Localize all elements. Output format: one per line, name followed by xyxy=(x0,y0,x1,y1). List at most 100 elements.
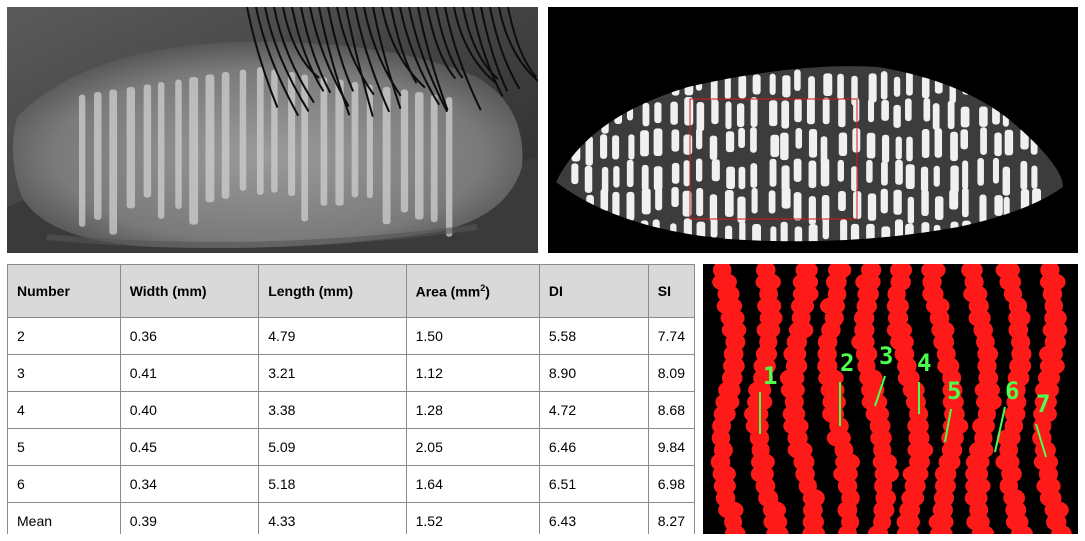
processed-gland xyxy=(769,100,778,127)
roi-box xyxy=(689,98,858,220)
processed-gland xyxy=(837,73,844,100)
header-di: DI xyxy=(538,264,649,318)
processed-gland xyxy=(682,190,692,217)
processed-gland xyxy=(738,74,747,99)
cell-width: 0.36 xyxy=(119,317,260,355)
cell-length: 4.79 xyxy=(258,317,407,355)
processed-gland xyxy=(780,221,788,242)
processed-gland xyxy=(880,188,888,214)
eyelash xyxy=(498,7,538,83)
cell-si: 8.68 xyxy=(647,391,695,429)
photo-gland xyxy=(288,72,296,197)
processed-gland xyxy=(921,189,929,217)
cell-si: 7.74 xyxy=(647,317,695,355)
processed-gland xyxy=(866,132,876,159)
header-length: Length (mm) xyxy=(258,264,407,318)
processed-gland xyxy=(725,101,732,130)
photo-gland xyxy=(414,92,424,220)
cell-si: 8.27 xyxy=(647,502,695,534)
processed-gland xyxy=(709,194,718,222)
eyelash xyxy=(507,7,538,78)
gland-measure-line xyxy=(994,406,1006,453)
gland-segment xyxy=(802,525,826,534)
processed-gland xyxy=(840,219,848,242)
processed-gland xyxy=(626,191,635,221)
processed-image-graphic xyxy=(548,7,1078,253)
cell-area: 1.12 xyxy=(405,354,540,392)
photo-gland xyxy=(175,79,182,209)
processed-gland xyxy=(613,165,620,188)
processed-gland xyxy=(739,220,746,242)
processed-gland xyxy=(794,226,803,242)
processed-gland xyxy=(584,165,593,193)
eyelash xyxy=(345,7,374,117)
processed-gland xyxy=(934,196,944,221)
cell-di: 4.72 xyxy=(538,391,649,429)
eyelash xyxy=(480,7,509,92)
processed-gland xyxy=(655,187,663,211)
processed-gland xyxy=(994,195,1003,216)
eyelash xyxy=(264,7,310,112)
processed-gland xyxy=(696,127,703,150)
processed-gland xyxy=(696,101,705,132)
processed-meibography-image xyxy=(548,7,1078,253)
processed-gland xyxy=(695,158,703,182)
cell-number: 2 xyxy=(7,317,121,355)
processed-gland xyxy=(1031,165,1038,189)
gland-label-4: 4 xyxy=(917,349,931,377)
header-si: SI xyxy=(647,264,695,318)
gland-segment xyxy=(1051,525,1072,534)
processed-gland xyxy=(696,188,704,217)
processed-gland xyxy=(571,163,579,185)
gland-segment xyxy=(929,525,953,534)
gland-measurement-table: Number Width (mm) Length (mm) Area (mm2)… xyxy=(7,264,695,534)
table-row: 6 0.34 5.18 1.64 6.51 6.98 xyxy=(7,465,695,503)
eyelash xyxy=(255,7,300,117)
gland-segment xyxy=(724,525,746,534)
photo-gland xyxy=(205,74,215,203)
header-area-text: Area (mm xyxy=(415,283,481,300)
processed-gland xyxy=(770,226,777,242)
processed-gland xyxy=(641,188,651,215)
cell-di: 6.43 xyxy=(538,502,649,534)
processed-gland xyxy=(653,128,663,156)
processed-gland xyxy=(866,159,873,183)
cell-di: 8.90 xyxy=(538,354,649,392)
processed-gland xyxy=(907,196,915,224)
gland-measure-line xyxy=(944,408,952,443)
processed-gland xyxy=(750,97,758,128)
processed-gland xyxy=(750,163,758,188)
processed-gland xyxy=(853,97,860,123)
cell-width: 0.40 xyxy=(119,391,260,429)
header-area-superscript: 2 xyxy=(480,282,486,293)
eyelash xyxy=(453,7,497,84)
processed-gland xyxy=(600,134,608,159)
processed-gland xyxy=(808,160,817,189)
processed-gland xyxy=(852,128,861,153)
processed-gland xyxy=(979,106,988,127)
processed-gland xyxy=(738,166,746,190)
table-row: 2 0.36 4.79 1.50 5.58 7.74 xyxy=(7,317,695,355)
gland-segment xyxy=(756,321,781,339)
processed-gland xyxy=(794,98,802,123)
processed-gland xyxy=(808,224,818,242)
cell-di: 5.58 xyxy=(538,317,649,355)
photo-gland xyxy=(301,74,309,222)
processed-gland xyxy=(905,164,915,190)
cell-di: 6.51 xyxy=(538,465,649,503)
processed-gland xyxy=(977,158,984,186)
processed-gland xyxy=(671,162,680,184)
processed-gland xyxy=(684,97,694,126)
photo-gland xyxy=(256,67,264,195)
processed-gland xyxy=(738,127,745,148)
processed-gland xyxy=(683,160,690,187)
processed-gland xyxy=(671,129,680,152)
eyelash xyxy=(435,7,464,79)
processed-gland xyxy=(671,187,679,208)
processed-gland xyxy=(921,76,930,99)
photo-gland xyxy=(239,69,247,191)
processed-gland xyxy=(808,76,815,101)
cell-number: Mean xyxy=(7,502,121,534)
photo-gland xyxy=(143,84,152,198)
processed-gland xyxy=(881,99,889,121)
